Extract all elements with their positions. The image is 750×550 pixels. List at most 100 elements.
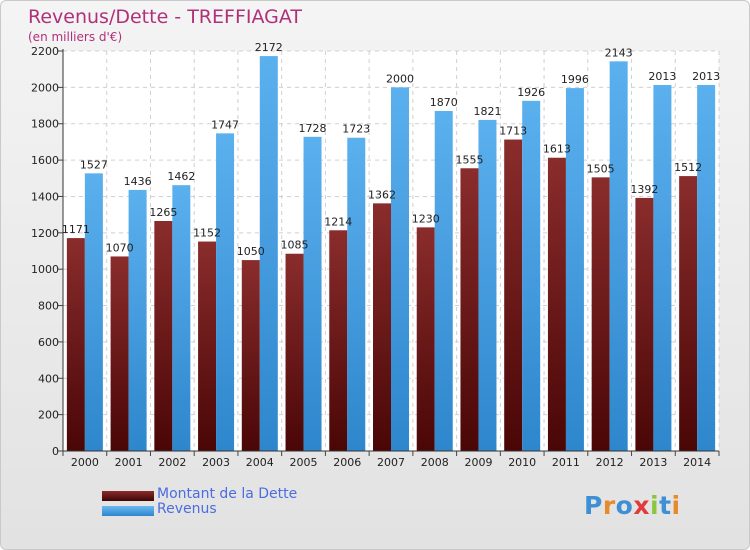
logo-letter: i: [671, 491, 681, 520]
x-tick-label: 2001: [115, 456, 143, 469]
data-label-dette: 1171: [62, 223, 90, 236]
data-label-revenus: 2143: [605, 46, 633, 59]
bar-revenus: [84, 173, 103, 451]
bar-revenus: [128, 189, 147, 451]
x-tick-label: 2012: [596, 456, 624, 469]
legend-label-dette: Montant de la Dette: [157, 486, 298, 502]
bar-dette: [679, 176, 698, 451]
bar-revenus: [434, 111, 453, 451]
y-tick-label: 200: [38, 409, 59, 422]
bar-revenus: [216, 133, 235, 451]
x-tick-label: 2004: [246, 456, 274, 469]
data-label-dette: 1214: [324, 215, 352, 228]
y-tick-label: 1400: [31, 190, 59, 203]
data-label-dette: 1555: [455, 153, 483, 166]
data-label-revenus: 1462: [167, 170, 195, 183]
legend-swatch-dette: [102, 491, 154, 501]
bar-dette: [504, 139, 523, 451]
data-label-revenus: 2013: [692, 70, 720, 83]
data-label-revenus: 1436: [124, 175, 152, 188]
y-tick-label: 1600: [31, 154, 59, 167]
bar-revenus: [347, 137, 366, 451]
logo-letter: r: [602, 491, 616, 520]
y-tick-label: 600: [38, 336, 59, 349]
data-label-dette: 1152: [193, 227, 221, 240]
x-tick-label: 2009: [464, 456, 492, 469]
legend-label-revenus: Revenus: [157, 501, 217, 517]
x-tick-label: 2003: [202, 456, 230, 469]
bar-dette: [373, 203, 391, 451]
bar-revenus: [259, 56, 278, 451]
legend-swatch-revenus: [102, 506, 154, 516]
bar-revenus: [565, 88, 584, 451]
logo-letter: t: [659, 491, 672, 520]
data-label-revenus: 1728: [299, 122, 327, 135]
bar-dette: [154, 221, 173, 451]
data-label-dette: 1392: [630, 183, 658, 196]
data-label-revenus: 1527: [80, 158, 108, 171]
x-tick-label: 2000: [71, 456, 99, 469]
data-label-revenus: 2013: [648, 70, 676, 83]
x-tick-label: 2011: [552, 456, 580, 469]
logo-letter: P: [584, 491, 603, 520]
logo-letter: i: [650, 491, 660, 520]
data-label-dette: 1505: [587, 162, 615, 175]
bar-dette: [416, 227, 435, 451]
bar-dette: [110, 256, 129, 451]
data-label-dette: 1230: [412, 212, 440, 225]
y-tick-label: 800: [38, 300, 59, 313]
bar-dette: [460, 168, 479, 452]
x-tick-label: 2005: [290, 456, 318, 469]
data-label-revenus: 2172: [255, 41, 283, 54]
data-label-dette: 1512: [674, 161, 702, 174]
y-tick-label: 1000: [31, 263, 59, 276]
y-tick-label: 0: [52, 445, 59, 458]
bar-revenus: [522, 100, 541, 452]
data-label-revenus: 1747: [211, 118, 239, 131]
bar-dette: [591, 177, 610, 451]
bar-dette: [329, 230, 348, 451]
y-tick-label: 400: [38, 372, 59, 385]
x-tick-label: 2010: [508, 456, 536, 469]
y-tick-label: 2000: [31, 81, 59, 94]
data-label-revenus: 1723: [342, 123, 370, 136]
data-label-dette: 1362: [368, 188, 396, 201]
data-label-dette: 1265: [149, 206, 177, 219]
logo-letter: o: [615, 491, 634, 520]
proxiti-logo: Proxiti: [584, 491, 681, 520]
bar-revenus: [609, 61, 628, 451]
bar-dette: [66, 238, 85, 451]
x-tick-label: 2013: [639, 456, 667, 469]
x-tick-label: 2014: [683, 456, 711, 469]
data-label-revenus: 2000: [386, 72, 414, 85]
bar-dette: [547, 157, 566, 451]
bar-revenus: [478, 119, 497, 451]
bar-revenus: [391, 87, 409, 451]
data-label-dette: 1050: [237, 245, 265, 258]
y-tick-label: 1200: [31, 227, 59, 240]
bar-dette: [241, 260, 260, 451]
bar-revenus: [653, 85, 672, 451]
bar-dette: [198, 241, 217, 451]
data-label-dette: 1085: [281, 239, 309, 252]
bar-revenus: [303, 136, 322, 451]
data-label-dette: 1613: [543, 143, 571, 156]
bar-revenus: [697, 85, 716, 451]
data-label-revenus: 1926: [517, 86, 545, 99]
bar-revenus: [172, 185, 191, 451]
data-label-revenus: 1821: [473, 105, 501, 118]
data-label-dette: 1713: [499, 125, 527, 138]
x-tick-label: 2007: [377, 456, 405, 469]
logo-letter: x: [633, 491, 650, 520]
y-tick-label: 1800: [31, 118, 59, 131]
data-label-dette: 1070: [106, 241, 134, 254]
x-tick-label: 2006: [333, 456, 361, 469]
chart-subtitle: (en milliers d'€): [28, 30, 123, 44]
data-label-revenus: 1870: [430, 96, 458, 109]
chart-title: Revenus/Dette - TREFFIAGAT: [28, 6, 302, 28]
x-tick-label: 2008: [421, 456, 449, 469]
x-tick-label: 2002: [158, 456, 186, 469]
bar-dette: [285, 253, 304, 451]
y-tick-label: 2200: [31, 45, 59, 58]
